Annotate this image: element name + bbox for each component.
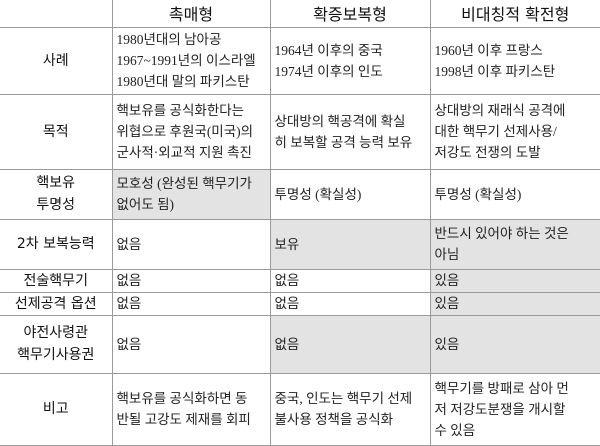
header-row: 촉매형 확증보복형 비대칭적 확전형 <box>0 0 600 28</box>
table-cell: 없음 <box>269 268 431 293</box>
table-cell: 없음 <box>111 218 271 270</box>
text-line: 없음 <box>116 236 142 252</box>
text-line: 핵무기사용권 <box>17 347 95 363</box>
text-line: 없음 <box>274 273 300 288</box>
table-cell: 있음 <box>429 314 600 374</box>
text-line: 2차 보복능력 <box>16 236 95 252</box>
text-line: 있음 <box>434 273 460 288</box>
text-line: 투명성 <box>36 197 76 213</box>
row-label: 사례 <box>0 26 113 95</box>
row-label: 선제공격 옵션 <box>0 291 113 316</box>
row-label: 비고 <box>0 372 113 446</box>
text-line: 상대방의 재래식 공격에 <box>434 103 566 118</box>
text-line: 없음 <box>116 336 142 352</box>
text-line: 핵보유 <box>36 175 76 191</box>
table-row: 야전사령관 핵무기사용권 없음 없음 있음 <box>0 314 600 374</box>
table-cell: 투명성 (확실성) <box>429 168 600 220</box>
text-line: 전술핵무기 <box>23 272 88 289</box>
table-cell: 없음 <box>111 314 271 374</box>
text-line: 불사용 정책을 공식화 <box>274 412 394 427</box>
text-line: 보유 <box>274 236 300 252</box>
row-label: 목적 <box>0 93 113 170</box>
text-line: 1964년 이후의 중국 <box>274 42 383 58</box>
text-line: 없음 <box>116 273 142 288</box>
column-header: 비대칭적 확전형 <box>429 0 600 28</box>
text-line: 있음 <box>434 296 460 311</box>
text-line: 핵무기를 방패로 삼아 먼 <box>434 380 569 396</box>
text-line: 반드시 있어야 하는 것은 <box>434 226 569 241</box>
text-line: 핵보유를 공식화한다는 <box>116 103 245 118</box>
text-line: 모호성 (완성된 핵무기가 <box>116 176 252 191</box>
table-cell: 1964년 이후의 중국 1974년 이후의 인도 <box>269 26 431 95</box>
text-line: 히 보복할 공격 능력 보유 <box>274 134 413 150</box>
table-cell: 있음 <box>429 268 600 293</box>
text-line: 1974년 이후의 인도 <box>274 63 383 79</box>
text-line: 없음 <box>274 336 300 352</box>
text-line: 1980년대 말의 파키스탄 <box>116 74 250 89</box>
text-line: 군사적·외교적 지원 촉진 <box>116 145 252 160</box>
table-row: 사례 1980년대의 남아공 1967~1991년의 이스라엘 1980년대 말의 파… <box>0 26 600 95</box>
row-label: 2차 보복능력 <box>0 218 113 270</box>
table-row: 핵보유 투명성 모호성 (완성된 핵무기가 없어도 됨) 투명성 (확실성) 투명성 (확… <box>0 168 600 220</box>
table-cell: 투명성 (확실성) <box>269 168 431 220</box>
text-line: 위협으로 후원국(미국)의 <box>116 124 254 139</box>
text-line: 없음 <box>116 296 142 311</box>
table-row: 목적 핵보유를 공식화한다는 위협으로 후원국(미국)의 군사적·외교적 지원 촉진 상… <box>0 93 600 170</box>
text-line: 상대방의 핵공격에 확실 <box>274 113 406 129</box>
text-line: 선제공격 옵션 <box>14 295 97 312</box>
text-line: 없어도 됨) <box>116 197 175 212</box>
text-line: 1960년 이후 프랑스 <box>434 42 543 58</box>
text-line: 1967~1991년의 이스라엘 <box>116 53 256 68</box>
text-line: 저 저강도분쟁을 개시할 <box>434 401 566 417</box>
table-row: 선제공격 옵션 없음 없음 있음 <box>0 291 600 316</box>
table-cell: 있음 <box>429 291 600 316</box>
text-line: 목적 <box>42 123 69 140</box>
text-line: 없음 <box>274 296 300 311</box>
corner-cell <box>0 0 113 28</box>
text-line: 핵보유를 공식화하면 동 <box>116 391 248 406</box>
text-line: 수 있음 <box>434 422 476 438</box>
table-cell: 1960년 이후 프랑스 1998년 이후 파키스탄 <box>429 26 600 95</box>
text-line: 야전사령관 <box>23 325 88 341</box>
text-line: 투명성 (확실성) <box>434 186 522 202</box>
table-row: 비고 핵보유를 공식화하면 동 반될 고강도 제재를 회피 중국, 인도는 핵무기 선… <box>0 372 600 446</box>
table-cell: 없음 <box>269 314 431 374</box>
table-cell: 없음 <box>269 291 431 316</box>
text-line: 아님 <box>434 247 460 262</box>
text-line: 1998년 이후 파키스탄 <box>434 63 556 79</box>
table-row: 전술핵무기 없음 없음 있음 <box>0 268 600 293</box>
text-line: 투명성 (확실성) <box>274 186 362 202</box>
text-line: 중국, 인도는 핵무기 선제 <box>274 391 413 406</box>
text-line: 비고 <box>42 401 69 417</box>
row-label: 전술핵무기 <box>0 268 113 293</box>
text-line: 1980년대의 남아공 <box>116 32 222 47</box>
column-header: 촉매형 <box>111 0 271 28</box>
table-cell: 1980년대의 남아공 1967~1991년의 이스라엘 1980년대 말의 파키스… <box>111 26 271 95</box>
table-cell: 보유 <box>269 218 431 270</box>
text-line: 사례 <box>42 52 69 69</box>
text-line: 있음 <box>434 336 460 352</box>
column-header: 확증보복형 <box>269 0 431 28</box>
table-cell: 없음 <box>111 291 271 316</box>
table-cell: 없음 <box>111 268 271 293</box>
text-line: 저강도 전쟁의 도발 <box>434 145 541 160</box>
text-line: 반될 고강도 제재를 회피 <box>116 412 251 427</box>
text-line: 대한 핵무기 선제사용/ <box>434 124 557 139</box>
